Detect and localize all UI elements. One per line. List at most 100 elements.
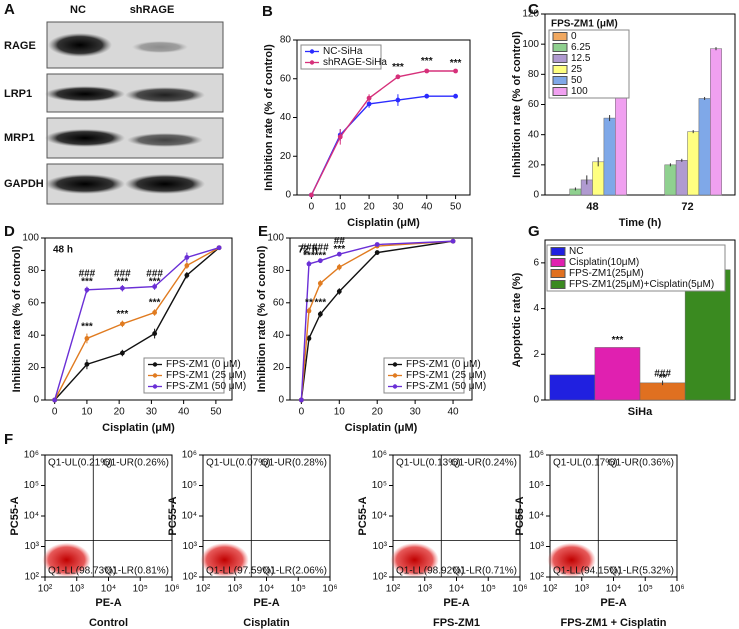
y-tick-label: 0: [33, 395, 39, 406]
point: [453, 68, 458, 74]
annotation: **: [659, 373, 667, 384]
y-tick-label: 10⁴: [182, 511, 197, 522]
x-tick-label: 10³: [228, 584, 243, 595]
point: [152, 284, 158, 289]
x-tick-label: SiHa: [628, 406, 653, 418]
legend-swatch: [550, 258, 566, 267]
panel-label: D: [4, 223, 15, 240]
x-tick-label: 10⁴: [101, 584, 116, 595]
y-tick-label: 100: [22, 233, 39, 244]
legend-label: Cisplatin(10μM): [569, 257, 639, 268]
legend-marker: [392, 373, 398, 378]
y-tick-label: 60: [280, 73, 292, 84]
point: [424, 68, 430, 74]
bar: [687, 131, 700, 196]
y-tick-label: 0: [285, 190, 291, 201]
legend-label: 100: [571, 86, 588, 97]
point: [450, 238, 456, 244]
legend-box: [300, 44, 382, 70]
point: [395, 74, 401, 80]
point: [84, 287, 90, 293]
x-tick-label: 48: [586, 201, 598, 213]
y-tick-label: 80: [28, 265, 40, 276]
point: [336, 251, 342, 257]
y-axis-label: Inhibition rate (% of control): [256, 245, 268, 392]
point: [395, 97, 401, 103]
y-tick-label: 40: [280, 112, 292, 123]
x-tick-label: 10⁶: [512, 584, 527, 595]
y-tick-label: 80: [528, 69, 540, 80]
x-tick-label: 10²: [196, 584, 211, 595]
series-line: [54, 247, 220, 401]
annotation: ***: [117, 276, 129, 287]
caption: FPS-ZM1: [433, 617, 480, 629]
series-line: [310, 70, 456, 196]
point: [119, 321, 125, 327]
x-tick-label: 40: [178, 407, 190, 418]
point: [366, 95, 372, 101]
plot-frame: [44, 237, 233, 401]
quadrant-label: Q1-UR(0.36%): [608, 458, 674, 469]
y-tick-label: 4: [533, 303, 539, 314]
quadrant-label: Q1-UL(0.07%): [206, 458, 270, 469]
x-tick-label: 10: [335, 202, 347, 213]
point: [298, 397, 304, 403]
point: [453, 93, 458, 99]
bar: [639, 382, 686, 401]
legend-label: 50: [571, 75, 583, 86]
y-axis-label: Inhibition rate (% of control): [263, 44, 275, 191]
point: [184, 263, 190, 268]
x-tick-label: 10²: [386, 584, 401, 595]
row-label: LRP1: [4, 88, 32, 100]
bar: [603, 117, 616, 196]
y-tick-label: 20: [28, 362, 40, 373]
blot-panel: A NC shRAGE RAGE LRP1 MRP1 GAPDH: [4, 1, 224, 205]
panel-label: B: [262, 3, 273, 20]
point: [374, 242, 380, 247]
x-axis-label: PE-A: [253, 597, 279, 609]
annotation: ***: [314, 250, 326, 261]
row-label: GAPDH: [4, 178, 44, 190]
y-tick-label: 10⁴: [529, 511, 544, 522]
y-tick-label: 2: [533, 349, 539, 360]
legend-marker: [392, 384, 398, 389]
legend-label: 0: [571, 31, 577, 42]
quadrant-label: Q1-UR(0.26%): [103, 458, 169, 469]
y-axis-label: Inhibition rate (% of control): [511, 31, 523, 178]
legend-label: shRAGE-SiHa: [323, 57, 387, 68]
panel-label: E: [258, 223, 268, 240]
quadrant-label: Q1-LR(0.81%): [105, 566, 169, 577]
row-label: RAGE: [4, 40, 36, 52]
band: [48, 33, 112, 57]
annotation: ###: [301, 242, 318, 253]
annotation: ***: [81, 276, 93, 287]
legend-marker: [392, 362, 398, 367]
panel-note: 48 h: [53, 245, 73, 256]
point: [119, 350, 125, 356]
quadrant-label: Q1-UR(0.24%): [451, 458, 517, 469]
point: [119, 285, 125, 291]
bar: [594, 347, 641, 401]
cell-cloud: [200, 542, 249, 577]
y-tick-label: 10²: [530, 572, 545, 583]
legend-swatch: [550, 280, 566, 289]
y-tick-label: 10⁵: [372, 480, 387, 491]
legend-swatch: [552, 43, 568, 52]
band: [127, 133, 203, 147]
y-tick-label: 60: [273, 297, 285, 308]
legend-swatch: [552, 65, 568, 74]
y-tick-label: 10³: [25, 541, 40, 552]
bar: [698, 98, 711, 196]
point: [152, 331, 158, 336]
band: [125, 174, 205, 194]
row-label: MRP1: [4, 132, 35, 144]
x-tick-label: 10³: [418, 584, 433, 595]
series-line: [310, 95, 456, 196]
point: [306, 336, 312, 341]
x-tick-label: 30: [146, 407, 158, 418]
quadrant-label: Q1-LL(98.92%): [396, 566, 464, 577]
series-line: [54, 247, 220, 401]
series-line: [54, 247, 220, 401]
caption: Control: [89, 617, 128, 629]
x-tick-label: 30: [392, 202, 404, 213]
